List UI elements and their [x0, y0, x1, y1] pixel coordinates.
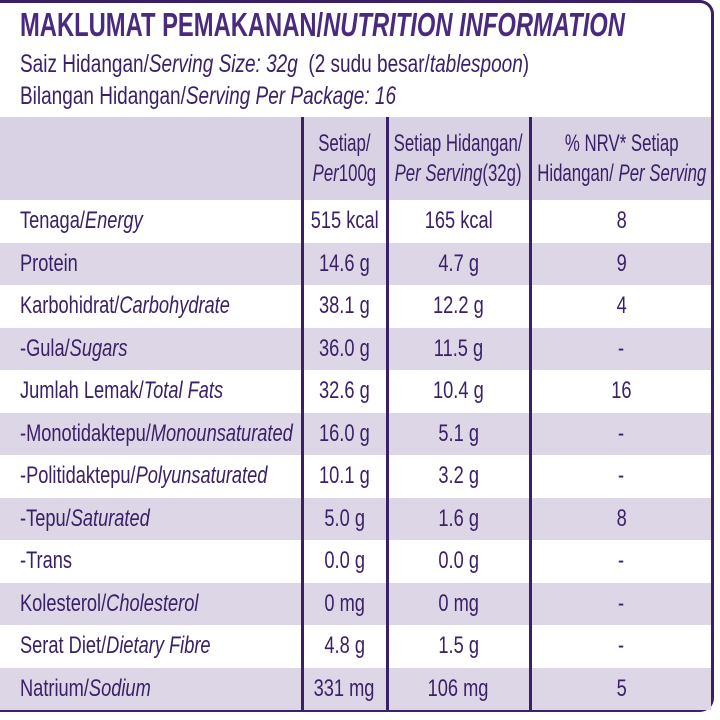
value-nrv: 8 — [528, 497, 711, 540]
table-row: -Gula/Sugars 36.0 g 11.5 g - — [0, 327, 711, 370]
nutrient-name: -Tepu/Saturated — [0, 497, 302, 540]
nutrient-name: Kolesterol/Cholesterol — [0, 582, 302, 625]
value-per-100g: 331 mg — [300, 667, 387, 710]
value-per-100g: 38.1 g — [300, 285, 387, 328]
table-row: Kolesterol/Cholesterol 0 mg 0 mg - — [0, 582, 711, 625]
nutrition-table: Setiap/Per100g Setiap Hidangan/Per Servi… — [0, 117, 711, 710]
value-nrv: - — [528, 582, 711, 625]
servings-per-package: Bilangan Hidangan/Serving Per Package: 1… — [20, 82, 397, 110]
value-nrv: 16 — [528, 370, 711, 413]
value-nrv: - — [528, 540, 711, 583]
serving-size: Saiz Hidangan/Serving Size: 32g (2 sudu … — [20, 50, 530, 78]
value-per-serving: 1.6 g — [385, 497, 530, 540]
value-per-100g: 5.0 g — [300, 497, 387, 540]
table-row: Jumlah Lemak/Total Fats 32.6 g 10.4 g 16 — [0, 370, 711, 413]
table-row: -Politidaktepu/Polyunsaturated 10.1 g 3.… — [0, 455, 711, 498]
value-per-serving: 4.7 g — [385, 242, 530, 285]
value-nrv: - — [528, 412, 711, 455]
table-row: Serat Diet/Dietary Fibre 4.8 g 1.5 g - — [0, 625, 711, 668]
nutrient-name: Protein — [0, 242, 302, 285]
value-per-serving: 3.2 g — [385, 455, 530, 498]
value-per-serving: 5.1 g — [385, 412, 530, 455]
column-header-nrv: % NRV* Setiap Hidangan/ Per Serving — [528, 117, 711, 200]
nutrient-name: Tenaga/Energy — [20, 207, 143, 235]
value-per-serving: 0.0 g — [385, 540, 530, 583]
value-nrv: - — [528, 327, 711, 370]
table-header: Setiap/Per100g Setiap Hidangan/Per Servi… — [0, 117, 711, 200]
table-row: -Monotidaktepu/Monounsaturated 16.0 g 5.… — [0, 412, 711, 455]
table-row: -Trans 0.0 g 0.0 g - — [0, 540, 711, 583]
table-row: Natrium/Sodium 331 mg 106 mg 5 — [0, 667, 711, 710]
table-row: Tenaga/Energy 515 kcal 165 kcal 8 — [0, 200, 711, 243]
value-nrv: 9 — [528, 242, 711, 285]
table-row: -Tepu/Saturated 5.0 g 1.6 g 8 — [0, 497, 711, 540]
value-per-100g: 36.0 g — [300, 327, 387, 370]
nutrient-name: -Trans — [20, 547, 73, 575]
value-per-serving: 1.5 g — [385, 625, 530, 668]
column-header-per-100g: Setiap/Per100g — [300, 117, 387, 200]
value-per-100g: 0.0 g — [300, 540, 387, 583]
value-per-serving: 10.4 g — [385, 370, 530, 413]
value-nrv: - — [528, 455, 711, 498]
table-row: Protein 14.6 g 4.7 g 9 — [0, 242, 711, 285]
nutrient-name: Karbohidrat/Carbohydrate — [20, 292, 230, 320]
nutrient-name: -Gula/Sugars — [0, 327, 302, 370]
label-title: MAKLUMAT PEMAKANAN/NUTRITION INFORMATION — [20, 6, 625, 43]
value-per-100g: 0 mg — [300, 582, 387, 625]
value-nrv: 8 — [528, 200, 711, 243]
value-per-100g: 515 kcal — [300, 200, 387, 243]
nutrient-name: Serat Diet/Dietary Fibre — [20, 632, 211, 660]
nutrient-name: Jumlah Lemak/Total Fats — [20, 377, 224, 405]
nutrient-name: -Monotidaktepu/Monounsaturated — [0, 412, 302, 455]
column-header-per-serving: Setiap Hidangan/Per Serving(32g) — [385, 117, 530, 200]
value-nrv: 5 — [528, 667, 711, 710]
value-per-100g: 14.6 g — [300, 242, 387, 285]
value-per-100g: 16.0 g — [300, 412, 387, 455]
value-per-serving: 106 mg — [385, 667, 530, 710]
table-row: Karbohidrat/Carbohydrate 38.1 g 12.2 g 4 — [0, 285, 711, 328]
value-per-serving: 11.5 g — [385, 327, 530, 370]
value-nrv: 4 — [528, 285, 711, 328]
nutrient-name: -Politidaktepu/Polyunsaturated — [20, 462, 268, 490]
value-per-serving: 0 mg — [385, 582, 530, 625]
value-per-100g: 10.1 g — [300, 455, 387, 498]
value-per-serving: 165 kcal — [385, 200, 530, 243]
value-per-serving: 12.2 g — [385, 285, 530, 328]
value-per-100g: 4.8 g — [300, 625, 387, 668]
value-per-100g: 32.6 g — [300, 370, 387, 413]
value-nrv: - — [528, 625, 711, 668]
nutrient-name: Natrium/Sodium — [0, 667, 302, 710]
